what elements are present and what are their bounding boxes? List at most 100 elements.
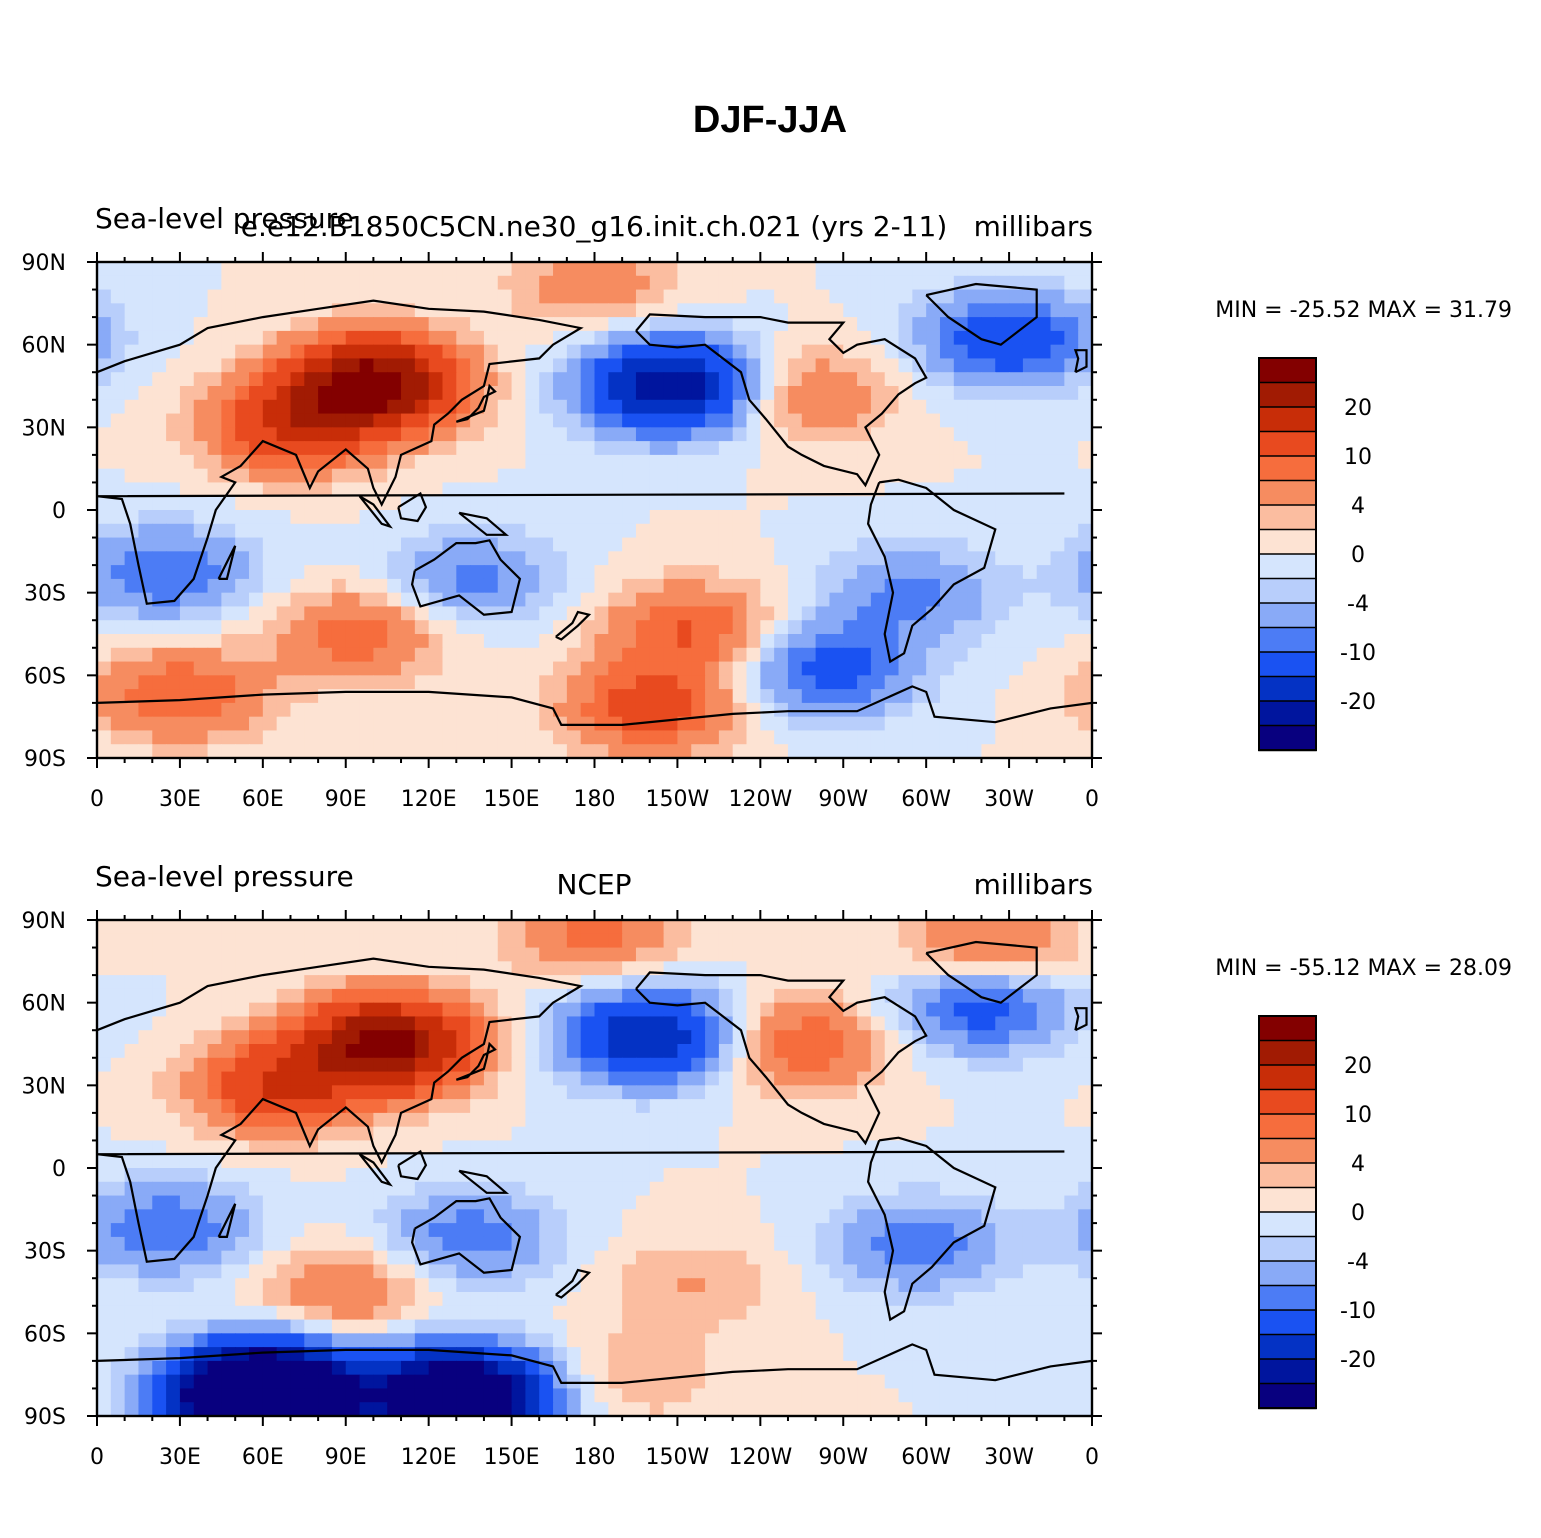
- field-cell: [331, 1250, 347, 1266]
- field-cell: [939, 386, 955, 401]
- field-cell: [414, 1016, 430, 1031]
- field-cell: [152, 1168, 167, 1183]
- field-cell: [635, 961, 651, 976]
- field-cell: [152, 1209, 167, 1224]
- field-cell: [152, 975, 167, 990]
- field-cell: [691, 1278, 706, 1293]
- field-cell: [608, 592, 623, 608]
- field-cell: [967, 317, 983, 332]
- field-cell: [373, 372, 388, 387]
- field-cell: [939, 441, 955, 456]
- field-cell: [705, 716, 720, 732]
- field-cell: [705, 675, 720, 690]
- field-cell: [870, 716, 886, 732]
- field-cell: [359, 358, 374, 373]
- field-cell: [774, 1044, 789, 1059]
- field-cell: [1050, 606, 1065, 621]
- field-cell: [760, 1264, 775, 1279]
- field-cell: [967, 1044, 983, 1059]
- field-cell: [898, 454, 913, 470]
- field-cell: [774, 620, 789, 635]
- field-cell: [179, 427, 195, 442]
- field-cell: [235, 275, 250, 291]
- field-cell: [387, 344, 402, 360]
- field-cell: [718, 1085, 734, 1100]
- field-cell: [318, 1140, 333, 1155]
- field-cell: [97, 1112, 112, 1128]
- field-cell: [884, 510, 900, 525]
- field-cell: [1064, 1099, 1079, 1114]
- field-cell: [1036, 1292, 1052, 1307]
- field-cell: [331, 372, 347, 387]
- field-cell: [1078, 933, 1093, 949]
- field-cell: [235, 1099, 250, 1114]
- field-cell: [926, 441, 941, 456]
- field-cell: [331, 933, 347, 949]
- field-cell: [290, 303, 305, 318]
- field-cell: [553, 275, 568, 291]
- field-cell: [1009, 565, 1024, 580]
- field-cell: [953, 1319, 969, 1334]
- field-cell: [414, 675, 430, 690]
- field-cell: [124, 1278, 140, 1293]
- field-cell: [939, 330, 955, 346]
- field-cell: [677, 1278, 692, 1293]
- field-cell: [635, 661, 651, 676]
- field-cell: [276, 975, 292, 990]
- field-cell: [373, 399, 388, 415]
- field-cell: [691, 716, 706, 732]
- field-cell: [249, 551, 264, 566]
- field-cell: [345, 1278, 361, 1293]
- field-cell: [497, 716, 513, 732]
- field-cell: [304, 1016, 319, 1031]
- field-cell: [511, 510, 526, 525]
- field-cell: [718, 1071, 734, 1086]
- field-cell: [566, 689, 582, 704]
- field-cell: [829, 606, 844, 621]
- field-cell: [1050, 1071, 1065, 1086]
- field-cell: [981, 1168, 996, 1183]
- field-cell: [373, 1223, 388, 1238]
- field-cell: [318, 441, 333, 456]
- field-cell: [110, 933, 126, 949]
- field-cell: [525, 344, 540, 360]
- field-cell: [207, 1319, 222, 1334]
- field-cell: [760, 1195, 775, 1210]
- field-cell: [1078, 1236, 1093, 1252]
- field-cell: [166, 961, 181, 976]
- field-cell: [1064, 386, 1079, 401]
- field-cell: [539, 1140, 554, 1155]
- field-cell: [1009, 1002, 1024, 1018]
- field-cell: [981, 1071, 996, 1086]
- field-cell: [193, 1168, 209, 1183]
- field-cell: [290, 468, 305, 484]
- field-cell: [787, 1195, 803, 1210]
- field-cell: [553, 1030, 568, 1045]
- field-cell: [635, 454, 651, 470]
- field-cell: [207, 1085, 222, 1100]
- field-cell: [939, 647, 955, 663]
- field-cell: [608, 620, 623, 635]
- field-cell: [594, 1195, 609, 1210]
- field-cell: [898, 468, 913, 484]
- field-cell: [622, 468, 637, 484]
- field-cell: [981, 1099, 996, 1114]
- field-cell: [553, 961, 568, 976]
- field-cell: [179, 372, 195, 387]
- field-cell: [262, 565, 278, 580]
- field-cell: [331, 1292, 347, 1307]
- field-cell: [732, 262, 748, 277]
- field-cell: [124, 1305, 140, 1321]
- field-cell: [732, 620, 748, 635]
- field-cell: [1078, 689, 1093, 704]
- field-cell: [525, 1181, 540, 1197]
- field-cell: [732, 988, 748, 1004]
- field-cell: [483, 441, 499, 456]
- field-cell: [870, 275, 886, 291]
- field-cell: [815, 1209, 831, 1224]
- field-cell: [718, 675, 734, 690]
- field-cell: [262, 947, 278, 962]
- field-cell: [138, 1099, 153, 1114]
- field-cell: [801, 920, 817, 935]
